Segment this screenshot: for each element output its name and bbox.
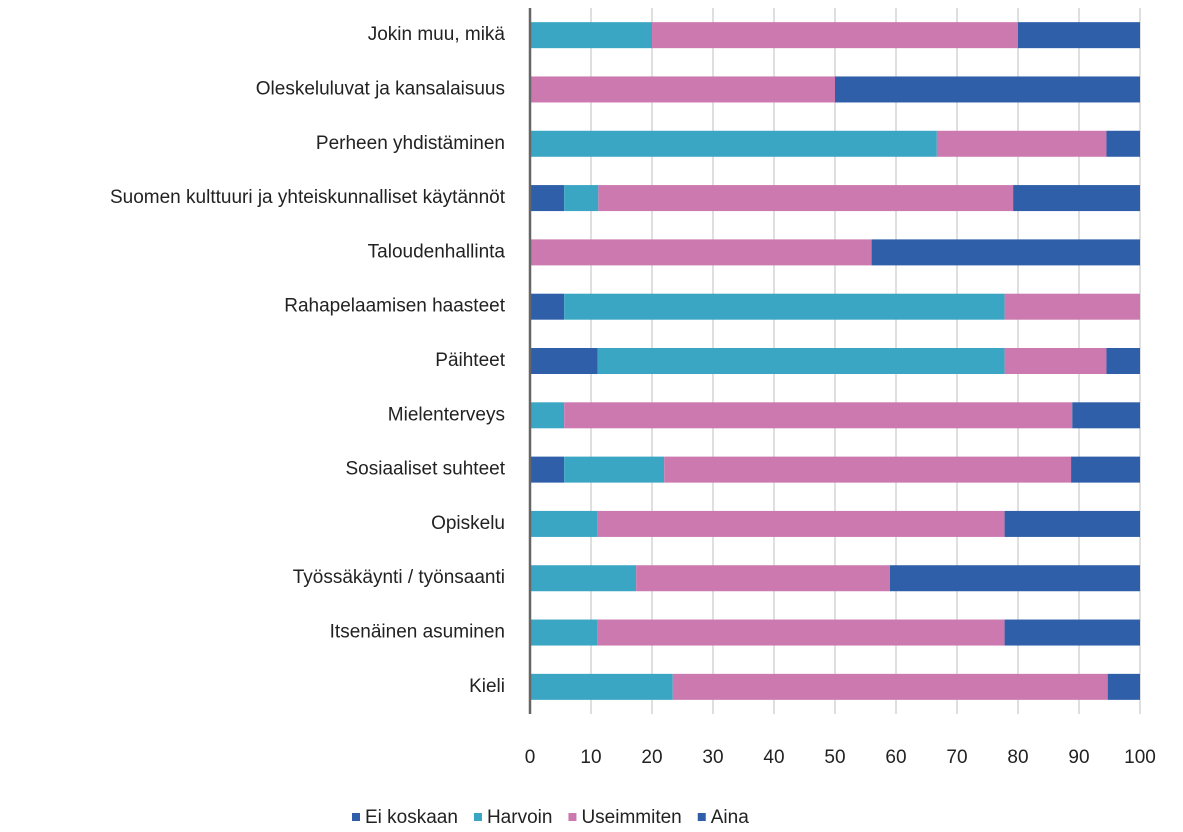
x-tick-label: 100: [1124, 747, 1156, 768]
legend-label: Ei koskaan: [365, 807, 458, 828]
x-tick-label: 50: [824, 747, 845, 768]
bar-segment: [1106, 348, 1140, 374]
y-tick-label: Oleskeluluvat ja kansalaisuus: [256, 78, 505, 99]
bar-segment: [530, 565, 637, 592]
bar-segment: [652, 22, 1018, 49]
bar-segment: [530, 130, 937, 157]
y-tick-label: Päihteet: [435, 350, 505, 371]
legend-marker: [568, 813, 577, 821]
y-tick-label: Kieli: [469, 676, 505, 697]
y-tick-label: Taloudenhallinta: [368, 241, 506, 262]
bar-segment: [530, 673, 673, 700]
x-tick-label: 80: [1007, 747, 1028, 768]
x-tick-label: 60: [885, 747, 906, 768]
bar-segment: [530, 239, 872, 266]
y-tick-label: Jokin muu, mikä: [368, 24, 506, 45]
bar-segment: [597, 348, 1005, 374]
x-tick-label: 40: [763, 747, 784, 768]
bar-segment: [530, 456, 565, 483]
x-tick-label: 30: [702, 747, 723, 768]
y-tick-label: Perheen yhdistäminen: [316, 133, 505, 154]
bar-segment: [564, 185, 599, 212]
bar-segment: [936, 130, 1107, 157]
y-tick-label: Suomen kulttuuri ja yhteiskunnalliset kä…: [110, 187, 506, 208]
bar-segment: [597, 619, 1005, 646]
bar-segment: [1004, 293, 1140, 320]
bar-segment: [664, 456, 1072, 483]
bar-segment: [564, 402, 1073, 429]
bar-segment: [564, 293, 1005, 320]
y-tick-label: Sosiaaliset suhteet: [346, 459, 506, 480]
bar-segment: [530, 348, 598, 374]
bar-segment: [1106, 130, 1140, 157]
legend-label: Aina: [711, 807, 749, 828]
bar-segment: [1004, 619, 1140, 646]
y-tick-label: Itsenäinen asuminen: [330, 622, 505, 643]
bar-segment: [530, 402, 565, 429]
bar-segment: [564, 456, 665, 483]
bar-segment: [1004, 348, 1107, 374]
bar-segment: [530, 22, 652, 49]
bar-segment: [530, 293, 565, 320]
bar-segment: [1004, 510, 1140, 537]
y-tick-label: Mielenterveys: [388, 404, 505, 425]
y-tick-label: Opiskelu: [431, 513, 505, 534]
bar-segment: [889, 565, 1140, 592]
legend-label: Useimmiten: [581, 807, 681, 828]
legend-marker: [352, 813, 360, 821]
x-tick-label: 0: [525, 747, 536, 768]
x-tick-label: 10: [580, 747, 601, 768]
bar-segment: [835, 76, 1140, 103]
bar-segment: [672, 673, 1108, 700]
bar-segment: [1107, 673, 1140, 700]
bar-segment: [530, 185, 565, 212]
bar-segment: [598, 185, 1014, 212]
bar-segment: [1013, 185, 1140, 212]
legend-marker: [697, 813, 706, 821]
y-tick-label: Rahapelaamisen haasteet: [284, 296, 505, 317]
bar-segment: [530, 619, 598, 646]
y-tick-label: Työssäkäynti / työnsaanti: [293, 567, 505, 588]
legend-marker: [473, 813, 482, 821]
bar-segment: [636, 565, 890, 592]
bar-segment: [1071, 456, 1140, 483]
legend-label: Harvoin: [487, 807, 552, 828]
x-tick-label: 90: [1068, 747, 1089, 768]
bar-segment: [1018, 22, 1140, 49]
bar-segment: [530, 76, 835, 103]
bar-segment: [530, 510, 598, 537]
x-tick-label: 20: [641, 747, 662, 768]
bar-segment: [597, 510, 1005, 537]
bar-segment: [1072, 402, 1140, 429]
x-tick-label: 70: [946, 747, 967, 768]
bar-segment: [871, 239, 1140, 266]
